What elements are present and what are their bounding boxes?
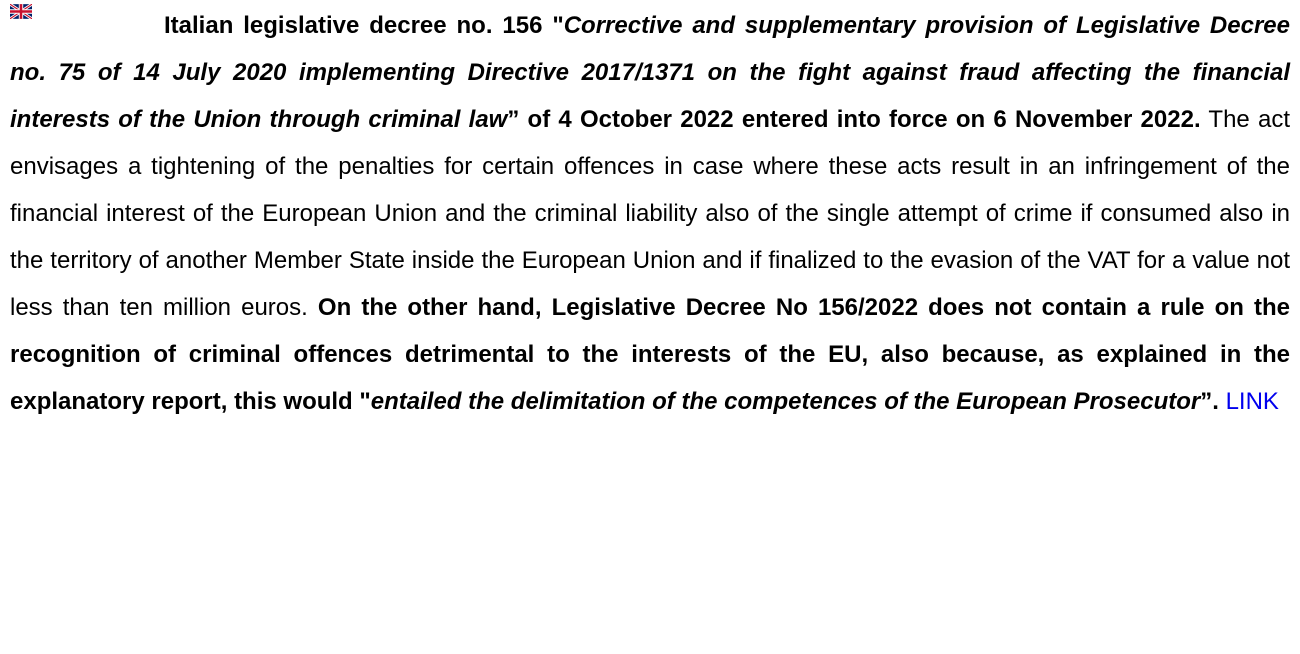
link[interactable]: LINK xyxy=(1225,388,1279,415)
bold-text: ” of 4 October 2022 entered into force o… xyxy=(507,106,1201,133)
uk-flag-icon xyxy=(10,4,32,19)
body-text: The act envisages a tightening of the pe… xyxy=(10,106,1290,321)
bold-text: ”. xyxy=(1200,388,1226,415)
paragraph: Italian legislative decree no. 156 "Corr… xyxy=(10,4,1291,415)
bold-italic-text: Corrective and supplementary provision o… xyxy=(10,12,1290,133)
bold-text: Italian legislative decree no. 156 " xyxy=(164,12,564,39)
bold-text: On the other hand, Legislative Decree No… xyxy=(10,294,1291,415)
bold-italic-text: entailed the delimitation of the compete… xyxy=(370,388,1201,415)
